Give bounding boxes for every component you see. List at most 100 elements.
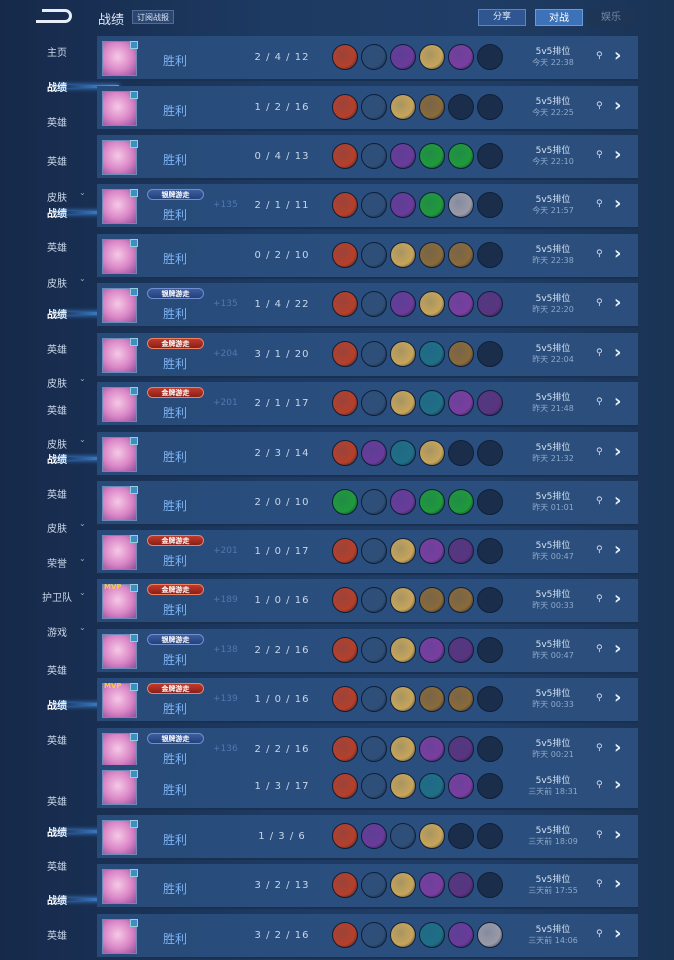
sidebar-item[interactable]: 主页 xyxy=(27,44,87,59)
sidebar-item[interactable]: 战绩 xyxy=(27,205,119,220)
match-row[interactable]: MVP 金牌游走 +189 胜利 1 / 0 / 16 5v5排位 昨天 00:33 ⚲ › xyxy=(97,579,638,624)
chevron-right-icon[interactable]: › xyxy=(614,687,622,708)
sidebar-item[interactable]: 战绩 xyxy=(27,79,119,94)
match-row[interactable]: 胜利 3 / 2 / 16 5v5排位 三天前 14:06 ⚲ › xyxy=(97,914,638,959)
match-row[interactable]: 金牌游走 +201 胜利 1 / 0 / 17 5v5排位 昨天 00:47 ⚲ › xyxy=(97,530,638,575)
back-icon[interactable] xyxy=(36,9,72,23)
replay-icon[interactable]: ⚲ xyxy=(596,348,603,358)
sidebar-item-label: 英雄 xyxy=(47,243,67,254)
match-row[interactable]: 金牌游走 +204 胜利 3 / 1 / 20 5v5排位 昨天 22:04 ⚲ › xyxy=(97,333,638,378)
score-delta: +135 xyxy=(213,299,238,309)
replay-icon[interactable]: ⚲ xyxy=(596,496,603,506)
sidebar-item[interactable]: 皮肤 ⌄ xyxy=(27,188,87,204)
replay-icon[interactable]: ⚲ xyxy=(596,545,603,555)
sidebar-item[interactable]: 皮肤 ⌄ xyxy=(27,374,87,390)
match-row[interactable]: 胜利 1 / 2 / 16 5v5排位 今天 22:25 ⚲ › xyxy=(97,86,638,131)
replay-icon[interactable]: ⚲ xyxy=(596,780,603,790)
sidebar-item[interactable]: 英雄 xyxy=(27,858,87,873)
sidebar-item[interactable]: 英雄 xyxy=(27,153,87,168)
match-row[interactable]: 胜利 1 / 3 / 17 5v5排位 三天前 18:31 ⚲ › xyxy=(97,765,638,810)
chevron-right-icon[interactable]: › xyxy=(614,923,622,944)
match-row[interactable]: 胜利 3 / 2 / 13 5v5排位 三天前 17:55 ⚲ › xyxy=(97,864,638,909)
replay-icon[interactable]: ⚲ xyxy=(596,447,603,457)
tab-entertainment[interactable]: 娱乐 xyxy=(587,9,635,26)
replay-icon[interactable]: ⚲ xyxy=(596,929,603,939)
chevron-right-icon[interactable]: › xyxy=(614,774,622,795)
page-title: 战绩 xyxy=(98,13,125,28)
replay-icon[interactable]: ⚲ xyxy=(596,397,603,407)
chevron-right-icon[interactable]: › xyxy=(614,292,622,313)
chevron-right-icon[interactable]: › xyxy=(614,95,622,116)
sidebar-item-label: 皮肤 xyxy=(47,379,67,390)
match-row[interactable]: 银牌游走 +138 胜利 2 / 2 / 16 5v5排位 昨天 00:47 ⚲ › xyxy=(97,629,638,674)
replay-icon[interactable]: ⚲ xyxy=(596,644,603,654)
sidebar-item[interactable]: 战绩 xyxy=(27,824,119,839)
sidebar-item-label: 荣誉 xyxy=(47,559,67,570)
replay-icon[interactable]: ⚲ xyxy=(596,199,603,209)
score-delta: +189 xyxy=(213,595,238,605)
chevron-right-icon[interactable]: › xyxy=(614,441,622,462)
sidebar-item[interactable]: 英雄 xyxy=(27,114,87,129)
chevron-right-icon[interactable]: › xyxy=(614,873,622,894)
sidebar-item[interactable]: 战绩 xyxy=(27,451,119,466)
chevron-right-icon[interactable]: › xyxy=(614,737,622,758)
match-row[interactable]: 银牌游走 +135 胜利 2 / 1 / 11 5v5排位 今天 21:57 ⚲ › xyxy=(97,184,638,229)
match-row[interactable]: 银牌游走 +135 胜利 1 / 4 / 22 5v5排位 昨天 22:20 ⚲ › xyxy=(97,283,638,328)
sidebar-item[interactable]: 战绩 xyxy=(27,306,119,321)
sidebar-item[interactable]: 战绩 xyxy=(27,892,119,907)
sidebar-item[interactable]: 英雄 xyxy=(27,402,87,417)
replay-icon[interactable]: ⚲ xyxy=(596,249,603,259)
sidebar-item[interactable]: 英雄 xyxy=(27,341,87,356)
replay-icon[interactable]: ⚲ xyxy=(596,51,603,61)
chevron-right-icon[interactable]: › xyxy=(614,824,622,845)
chevron-right-icon[interactable]: › xyxy=(614,638,622,659)
chevron-right-icon[interactable]: › xyxy=(614,144,622,165)
item-icon xyxy=(477,44,503,70)
chevron-right-icon[interactable]: › xyxy=(614,391,622,412)
sidebar-item[interactable]: 皮肤 ⌄ xyxy=(27,274,87,290)
replay-icon[interactable]: ⚲ xyxy=(596,743,603,753)
chevron-right-icon[interactable]: › xyxy=(614,45,622,66)
sidebar-item[interactable]: 战绩 xyxy=(27,697,119,712)
item-icon xyxy=(448,538,474,564)
replay-icon[interactable]: ⚲ xyxy=(596,879,603,889)
share-button[interactable]: 分享 xyxy=(478,9,526,26)
chevron-right-icon[interactable]: › xyxy=(614,588,622,609)
tab-battle[interactable]: 对战 xyxy=(535,9,583,26)
match-row[interactable]: 胜利 1 / 3 / 6 5v5排位 三天前 18:09 ⚲ › xyxy=(97,815,638,860)
replay-icon[interactable]: ⚲ xyxy=(596,693,603,703)
chevron-right-icon[interactable]: › xyxy=(614,243,622,264)
match-row[interactable]: 胜利 2 / 4 / 12 5v5排位 今天 22:38 ⚲ › xyxy=(97,36,638,81)
sidebar-item[interactable]: 英雄 xyxy=(27,732,87,747)
match-row[interactable]: 胜利 2 / 3 / 14 5v5排位 昨天 21:32 ⚲ › xyxy=(97,432,638,477)
match-row[interactable]: 胜利 2 / 0 / 10 5v5排位 昨天 01:01 ⚲ › xyxy=(97,481,638,526)
match-row[interactable]: MVP 金牌游走 +139 胜利 1 / 0 / 16 5v5排位 昨天 00:33 ⚲ › xyxy=(97,678,638,723)
sidebar-item[interactable]: 英雄 xyxy=(27,239,87,254)
item-icon xyxy=(419,823,445,849)
hero-avatar xyxy=(102,919,138,954)
replay-icon[interactable]: ⚲ xyxy=(596,150,603,160)
sidebar-item[interactable]: 皮肤 ⌄ xyxy=(27,435,87,451)
sidebar-item[interactable]: 英雄 xyxy=(27,927,87,942)
match-row[interactable]: 金牌游走 +201 胜利 2 / 1 / 17 5v5排位 昨天 21:48 ⚲ › xyxy=(97,382,638,427)
sidebar-item[interactable]: 英雄 xyxy=(27,486,87,501)
sidebar-item[interactable]: 游戏 ⌄ xyxy=(27,623,87,639)
match-row[interactable]: 胜利 0 / 4 / 13 5v5排位 今天 22:10 ⚲ › xyxy=(97,135,638,180)
sidebar-item[interactable]: 英雄 xyxy=(27,662,87,677)
sidebar-item[interactable]: 荣誉 ⌄ xyxy=(27,554,87,570)
sidebar-item[interactable]: 护卫队 ⌄ xyxy=(27,588,87,604)
subscribe-report-button[interactable]: 订阅战报 xyxy=(132,10,174,24)
kda: 1 / 4 / 22 xyxy=(254,299,310,310)
replay-icon[interactable]: ⚲ xyxy=(596,594,603,604)
chevron-right-icon[interactable]: › xyxy=(614,342,622,363)
replay-icon[interactable]: ⚲ xyxy=(596,298,603,308)
sidebar-item[interactable]: 英雄 xyxy=(27,793,87,808)
replay-icon[interactable]: ⚲ xyxy=(596,830,603,840)
chevron-right-icon[interactable]: › xyxy=(614,539,622,560)
match-row[interactable]: 胜利 0 / 2 / 10 5v5排位 昨天 22:38 ⚲ › xyxy=(97,234,638,279)
sidebar-item-label: 英雄 xyxy=(47,862,67,873)
chevron-right-icon[interactable]: › xyxy=(614,193,622,214)
chevron-right-icon[interactable]: › xyxy=(614,490,622,511)
sidebar-item[interactable]: 皮肤 ⌄ xyxy=(27,519,87,535)
replay-icon[interactable]: ⚲ xyxy=(596,101,603,111)
